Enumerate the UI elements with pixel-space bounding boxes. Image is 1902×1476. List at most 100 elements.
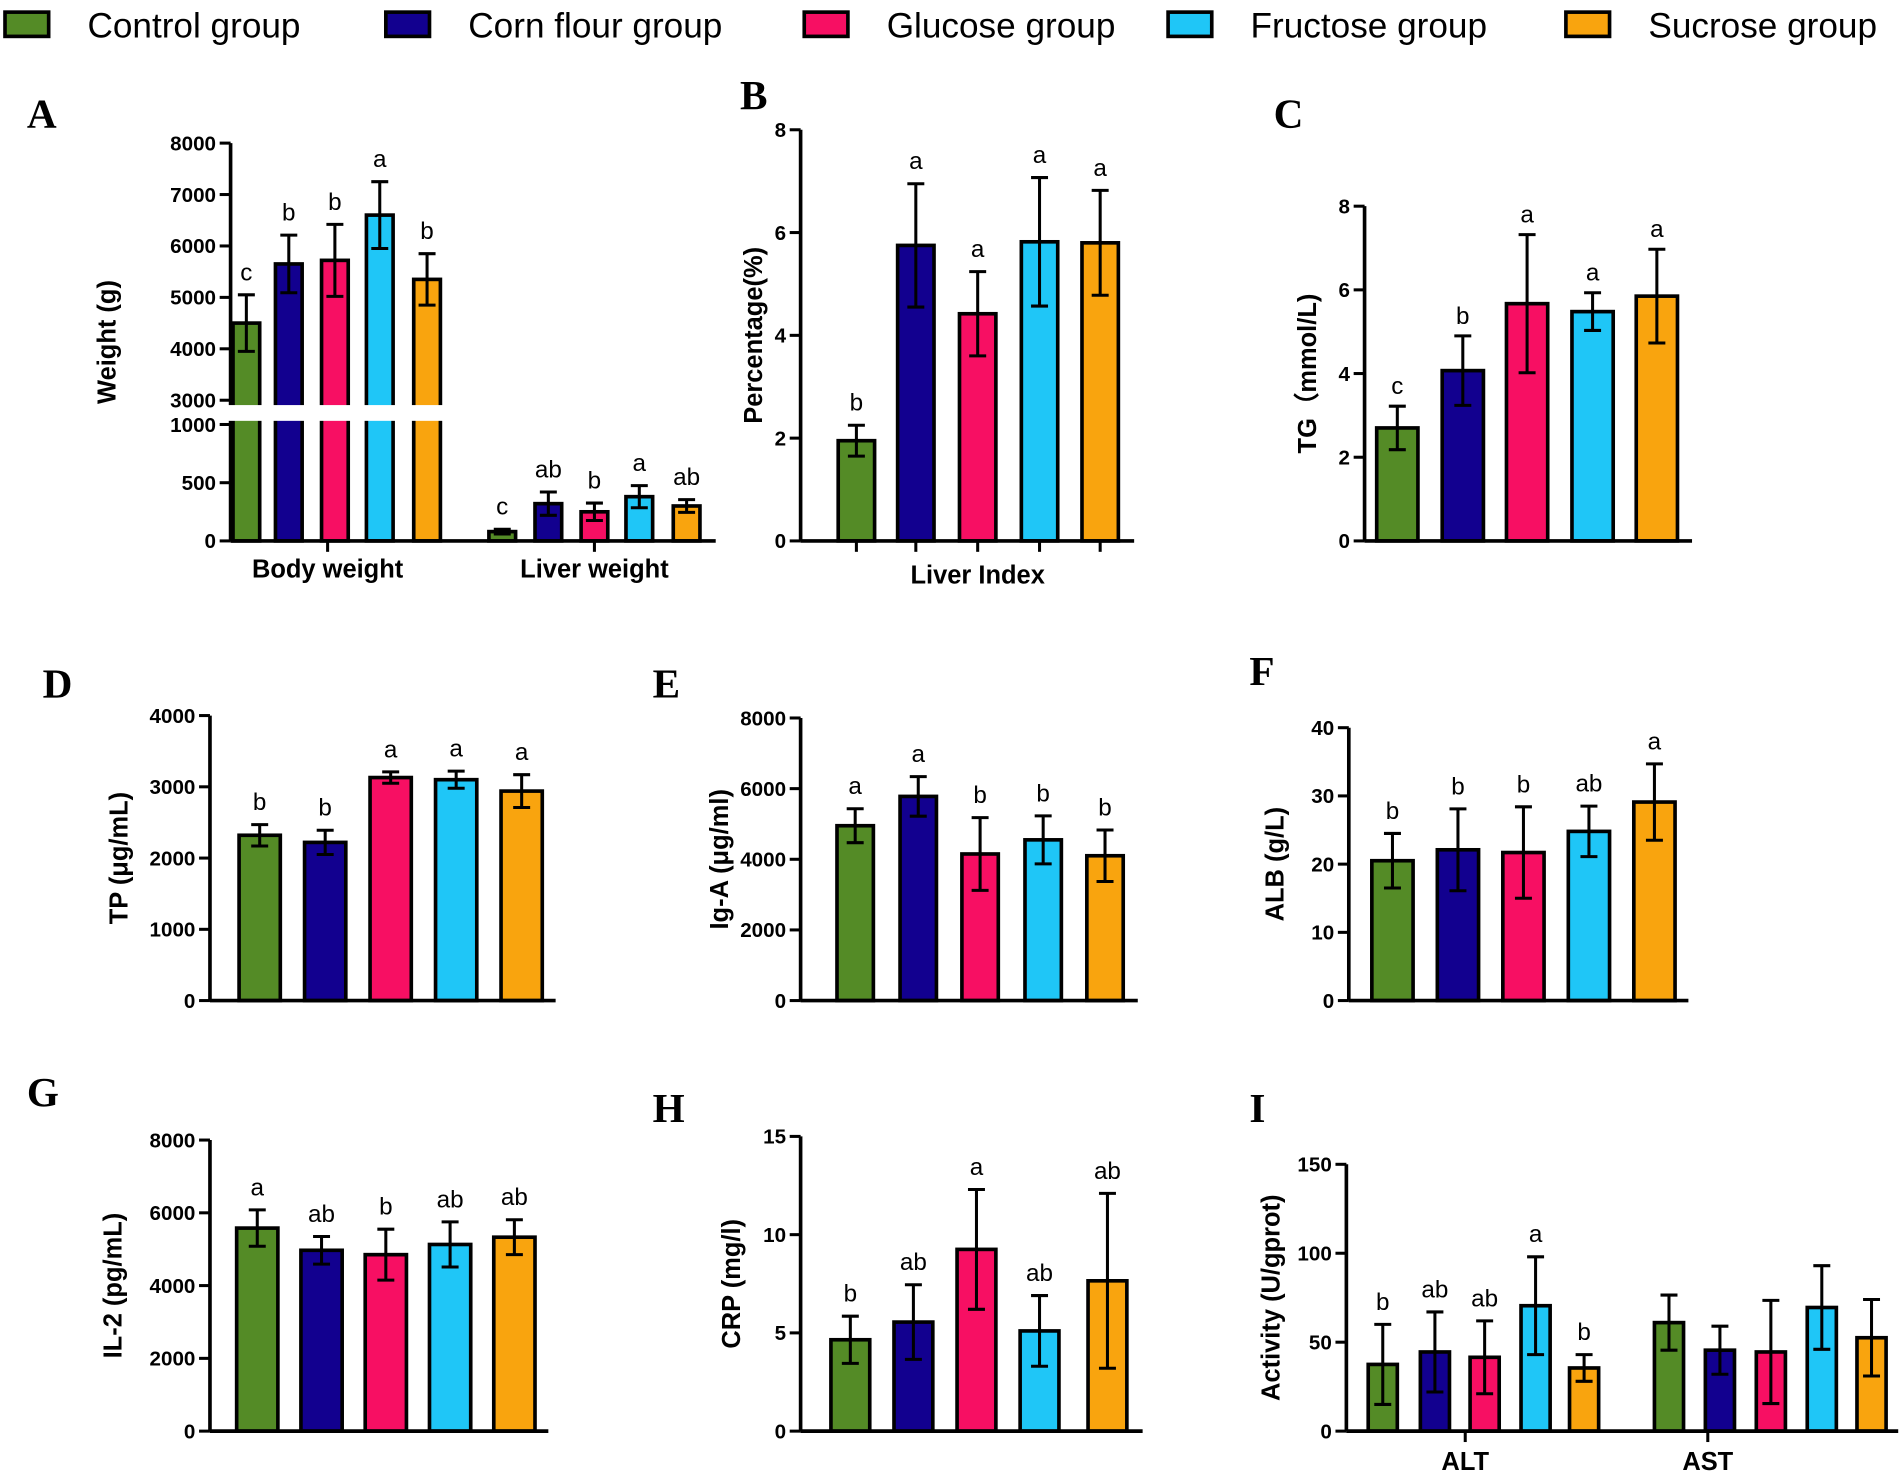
significance-letter: b: [1577, 1319, 1591, 1346]
panel-letter: F: [1249, 648, 1274, 694]
bar: [237, 833, 283, 1003]
panel-letter: H: [653, 1085, 685, 1131]
y-tick-label: 1000: [170, 414, 216, 437]
y-axis-label: Activity (U/gprot): [1258, 1194, 1286, 1400]
significance-letter: b: [420, 218, 434, 245]
y-tick-label: 6000: [740, 778, 786, 801]
y-axis-label: TG（mmol/L): [1293, 294, 1322, 454]
y-tick-label: 4000: [150, 1275, 196, 1298]
y-tick-label: 20: [1311, 853, 1334, 876]
bar: [499, 789, 545, 1003]
y-tick-label: 0: [184, 990, 195, 1013]
axis-break: [213, 405, 493, 421]
panel-h: Hb ab a ab ab 0 5 10 15 CRP (mg/l): [653, 1085, 1143, 1443]
panel-c: Cc b a a a 0 2 4 6 8 TG（mmol/L): [1274, 90, 1693, 553]
y-tick-label: 8000: [150, 1129, 196, 1152]
bar: [231, 321, 262, 543]
panel-letter: I: [1249, 1085, 1265, 1131]
y-tick-label: 4000: [150, 705, 196, 728]
y-tick-label: 6000: [150, 1202, 196, 1225]
significance-letter: c: [240, 259, 252, 286]
significance-letter: b: [328, 189, 342, 216]
y-tick-label: 4000: [740, 849, 786, 872]
significance-letter: a: [633, 450, 647, 477]
legend-label: Sucrose group: [1648, 7, 1877, 46]
y-tick-label: 0: [184, 1420, 195, 1443]
y-tick-label: 2000: [150, 1348, 196, 1371]
significance-letter: b: [850, 390, 864, 417]
significance-letter: a: [1648, 728, 1662, 755]
y-tick-label: 0: [1323, 990, 1334, 1013]
y-tick-label: 2: [775, 427, 786, 450]
x-category-label: AST: [1682, 1448, 1733, 1476]
significance-letter: c: [496, 494, 508, 521]
panel-letter: A: [27, 90, 57, 136]
significance-letter: ab: [437, 1186, 464, 1213]
significance-letter: a: [373, 146, 387, 173]
x-category-label: Liver weight: [520, 555, 669, 583]
legend-label: Control group: [87, 7, 300, 46]
panel-letter: E: [653, 660, 681, 706]
significance-letter: a: [970, 1154, 984, 1181]
bar: [319, 258, 351, 543]
bar: [898, 794, 939, 1003]
significance-letter: ab: [1421, 1276, 1448, 1303]
y-tick-label: 8000: [170, 132, 216, 155]
y-tick-label: 0: [775, 1420, 786, 1443]
y-tick-label: 3000: [150, 776, 196, 799]
significance-letter: ab: [1026, 1260, 1053, 1287]
y-tick-label: 6: [775, 222, 786, 245]
x-category-label: Body weight: [252, 555, 404, 583]
significance-letter: a: [251, 1174, 265, 1201]
significance-letter: ab: [1094, 1158, 1121, 1185]
significance-letter: b: [318, 795, 332, 822]
significance-letter: a: [1650, 216, 1664, 243]
significance-letter: a: [1529, 1221, 1543, 1248]
y-tick-label: 30: [1311, 785, 1334, 808]
y-tick-label: 15: [763, 1126, 786, 1149]
y-axis-label: Percentage(%): [740, 247, 768, 424]
panel-f: Fb b b ab a 0 10 20 30 40 ALB (g/L): [1249, 648, 1689, 1013]
legend-swatch: [384, 10, 432, 39]
significance-letter: b: [1456, 303, 1470, 330]
legend-swatch: [1166, 10, 1214, 39]
legend-swatch: [3, 10, 51, 39]
significance-letter: b: [973, 782, 987, 809]
significance-letter: b: [1098, 794, 1112, 821]
significance-letter: a: [384, 736, 398, 763]
panel-d: Db b a a a 0 1000 2000 3000 4000 TP (μg/mL): [43, 660, 556, 1013]
bar: [302, 840, 348, 1003]
significance-letter: ab: [900, 1249, 927, 1276]
x-category-label: Liver Index: [910, 561, 1044, 589]
y-tick-label: 0: [1339, 530, 1350, 553]
y-tick-label: 3000: [170, 390, 216, 413]
bar: [491, 1235, 537, 1433]
bar: [273, 262, 304, 543]
significance-letter: a: [1033, 142, 1047, 169]
y-tick-label: 500: [182, 472, 216, 495]
bar: [1023, 838, 1064, 1003]
y-tick-label: 100: [1297, 1243, 1331, 1266]
panel-e: Ea a b b b 0 2000 4000 6000 8000 Ig-A (μg/ml): [653, 660, 1138, 1013]
legend: Control group Corn flour group Glucose gro…: [3, 7, 1877, 46]
legend-label: Fructose group: [1251, 7, 1487, 46]
y-axis-label: Ig-A (μg/ml): [706, 789, 734, 929]
significance-letter: b: [379, 1194, 393, 1221]
x-category-label: ALT: [1441, 1448, 1489, 1476]
y-axis-label: ALB (g/L): [1261, 807, 1289, 922]
y-axis-label: Weight (g): [93, 280, 121, 404]
significance-letter: a: [1520, 202, 1534, 229]
significance-letter: a: [971, 236, 985, 263]
y-tick-label: 2000: [150, 847, 196, 870]
bar: [427, 1242, 473, 1433]
y-tick-label: 5000: [170, 287, 216, 310]
panel-g: Ga ab b ab ab 0 2000 4000 6000 8000 IL-2 (pg/mL): [27, 1069, 549, 1443]
significance-letter: a: [515, 739, 529, 766]
legend-swatch: [802, 10, 850, 39]
y-tick-label: 50: [1309, 1331, 1332, 1354]
y-axis-label: CRP (mg/l): [718, 1219, 746, 1349]
y-tick-label: 0: [775, 990, 786, 1013]
